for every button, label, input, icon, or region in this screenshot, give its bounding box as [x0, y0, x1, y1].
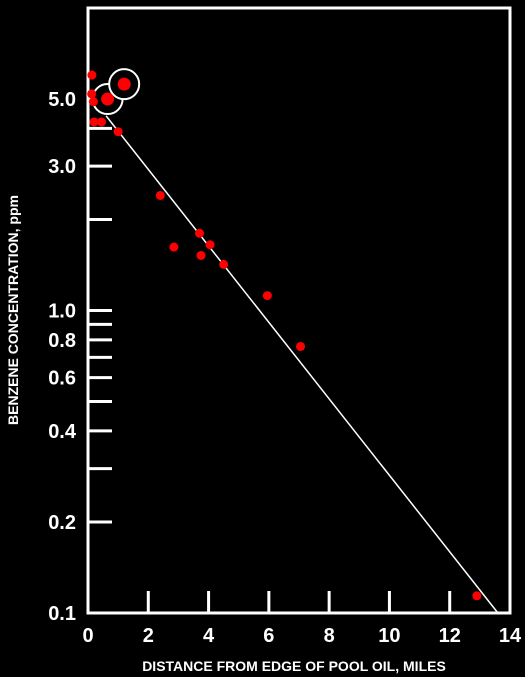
x-axis-tick-labels: 0 2 4 6 8 10 12 14 [82, 625, 522, 647]
data-point [169, 242, 179, 252]
x-tick-label: 2 [143, 625, 154, 647]
data-point [205, 240, 215, 250]
y-tick-label: 1.0 [48, 301, 76, 323]
y-tick-label: 5.0 [48, 89, 76, 111]
data-point [87, 89, 97, 99]
x-tick-label: 4 [203, 625, 215, 647]
data-point [195, 228, 205, 238]
y-tick-label: 0.2 [48, 512, 76, 534]
x-tick-label: 8 [324, 625, 335, 647]
y-tick-label: 0.6 [48, 368, 76, 390]
data-point [196, 250, 206, 260]
x-tick-label: 6 [263, 625, 274, 647]
data-point [155, 190, 165, 200]
data-points [87, 70, 482, 601]
y-tick-label: 0.8 [48, 330, 76, 352]
highlighted-data-point [101, 92, 115, 106]
data-point [88, 97, 98, 107]
x-axis-label: DISTANCE FROM EDGE OF POOL OIL, MILES [142, 658, 446, 674]
data-point [87, 70, 97, 80]
y-tick-label: 0.1 [48, 603, 76, 625]
x-tick-label: 0 [82, 625, 93, 647]
y-axis-label: BENZENE CONCENTRATION, ppm [5, 195, 21, 425]
x-axis-ticks [146, 591, 452, 613]
data-point [296, 342, 306, 352]
fit-line [105, 115, 499, 614]
data-point [89, 117, 99, 127]
x-tick-label: 10 [378, 625, 400, 647]
highlighted-data-point [117, 77, 131, 91]
y-axis-tick-labels: 0.1 0.2 0.4 0.6 0.8 1.0 3.0 5.0 [48, 89, 77, 625]
data-point [219, 259, 229, 269]
data-point [472, 591, 482, 601]
x-tick-label: 14 [499, 625, 522, 647]
data-point [97, 117, 107, 127]
data-point [113, 127, 123, 137]
x-tick-label: 12 [439, 625, 461, 647]
y-tick-label: 0.4 [48, 421, 77, 443]
data-point [262, 291, 272, 301]
y-tick-label: 3.0 [48, 156, 76, 178]
